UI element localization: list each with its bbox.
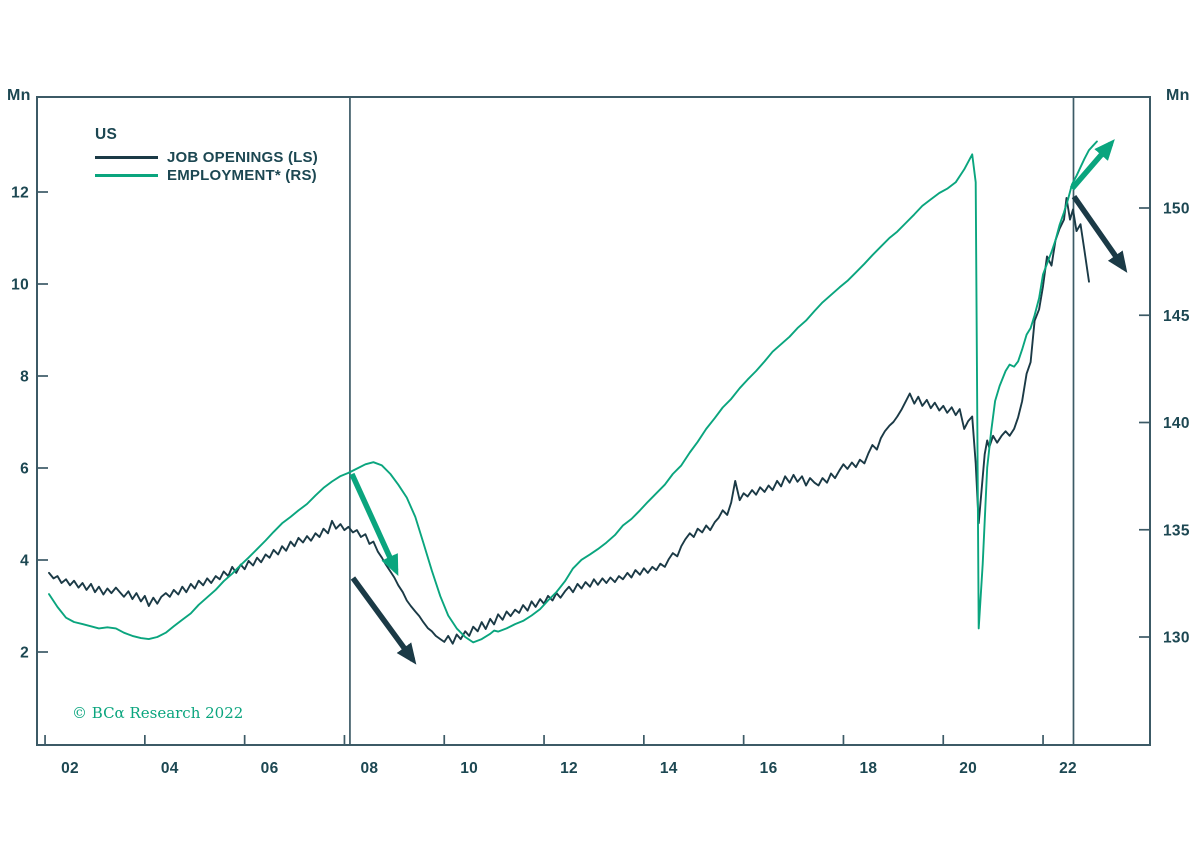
legend: US JOB OPENINGS (LS) EMPLOYMENT* (RS) — [95, 126, 318, 184]
right-tick-label: 140 — [1163, 415, 1190, 432]
x-tick-label: 02 — [61, 760, 79, 777]
left-tick-label: 2 — [20, 645, 29, 662]
left-tick-label: 8 — [20, 369, 29, 386]
plot-border — [36, 96, 1151, 746]
legend-title: US — [95, 126, 118, 143]
arrow-employment-down-2008 — [349, 472, 399, 576]
right-tick-label: 150 — [1163, 201, 1190, 218]
arrow-employment-up-2022 — [1069, 139, 1115, 191]
x-tick-label: 18 — [859, 760, 877, 777]
left-tick-label: 12 — [11, 185, 29, 202]
x-tick-label: 14 — [660, 760, 678, 777]
right-tick-label: 130 — [1163, 630, 1190, 647]
x-tick-label: 20 — [959, 760, 977, 777]
left-axis-unit-label: Mn — [7, 87, 31, 104]
x-tick-label: 22 — [1059, 760, 1077, 777]
right-tick-label: 145 — [1163, 308, 1190, 325]
legend-label-employment: EMPLOYMENT* (RS) — [167, 166, 317, 184]
left-tick-label: 10 — [11, 277, 29, 294]
legend-item-job-openings: JOB OPENINGS (LS) — [95, 148, 318, 166]
source-credit: © BCα Research 2022 — [72, 704, 244, 722]
left-tick-label: 6 — [20, 461, 29, 478]
series-employment — [48, 140, 1098, 644]
left-tick-label: 4 — [20, 553, 29, 570]
x-tick-label: 16 — [760, 760, 778, 777]
employment-line-swatch — [95, 173, 158, 177]
legend-label-job-openings: JOB OPENINGS (LS) — [167, 148, 318, 166]
x-tick-label: 10 — [460, 760, 478, 777]
series-job-openings — [48, 197, 1090, 645]
job-openings-line-swatch — [95, 155, 158, 159]
arrow-job-openings-down-2022 — [1071, 195, 1128, 273]
x-tick-label: 08 — [360, 760, 378, 777]
arrow-job-openings-down-2008 — [350, 576, 417, 665]
x-tick-label: 06 — [261, 760, 279, 777]
right-axis-unit-label: Mn — [1166, 87, 1190, 104]
legend-item-employment: EMPLOYMENT* (RS) — [95, 166, 318, 184]
x-tick-label: 12 — [560, 760, 578, 777]
right-tick-label: 135 — [1163, 522, 1190, 539]
x-tick-label: 04 — [161, 760, 179, 777]
